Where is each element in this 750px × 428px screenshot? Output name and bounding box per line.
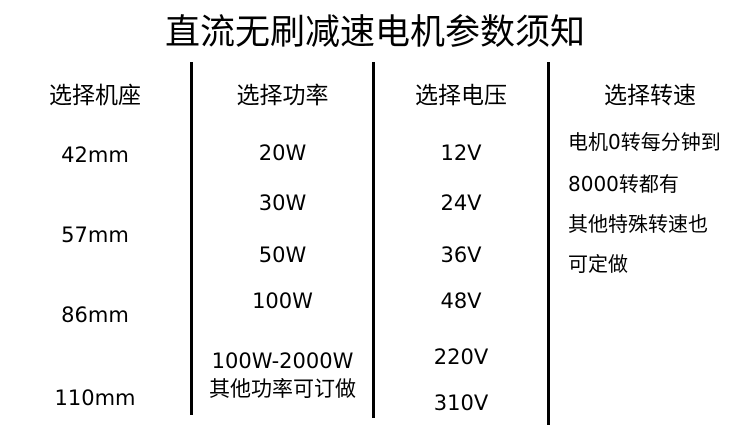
cell-speed-line-1: 电机0转每分钟到 <box>568 130 721 154</box>
cell-voltage-36v: 36V <box>440 243 482 267</box>
cell-power-30w: 30W <box>258 191 307 215</box>
cell-power-100w: 100W <box>252 289 313 313</box>
cell-voltage-12v: 12V <box>440 141 482 165</box>
column-header-motor-frame: 选择机座 <box>49 83 141 109</box>
cell-voltage-48v: 48V <box>440 289 482 313</box>
cell-speed-line-3: 其他特殊转速也 <box>568 212 708 236</box>
column-divider-3 <box>547 62 550 425</box>
column-divider-2 <box>372 62 375 418</box>
cell-power-custom-note: 其他功率可订做 <box>209 377 356 401</box>
column-header-speed: 选择转速 <box>604 83 696 109</box>
cell-frame-57mm: 57mm <box>61 223 129 247</box>
column-header-voltage: 选择电压 <box>415 83 507 109</box>
column-divider-1 <box>190 62 193 415</box>
cell-voltage-220v: 220V <box>433 345 489 369</box>
cell-power-50w: 50W <box>258 243 307 267</box>
cell-frame-42mm: 42mm <box>61 143 129 167</box>
cell-frame-86mm: 86mm <box>61 303 129 327</box>
cell-frame-110mm: 110mm <box>54 386 136 410</box>
cell-power-20w: 20W <box>258 141 307 165</box>
page-title: 直流无刷减速电机参数须知 <box>164 13 585 53</box>
column-header-power: 选择功率 <box>236 83 329 109</box>
cell-voltage-24v: 24V <box>440 191 482 215</box>
cell-voltage-310v: 310V <box>433 391 489 415</box>
cell-speed-line-2: 8000转都有 <box>568 172 679 196</box>
cell-power-range: 100W-2000W <box>211 349 354 373</box>
cell-speed-line-4: 可定做 <box>568 252 628 276</box>
